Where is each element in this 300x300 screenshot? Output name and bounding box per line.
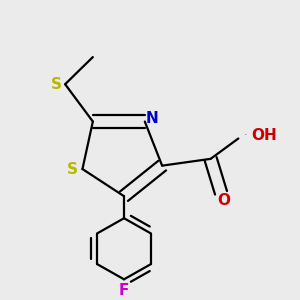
Text: F: F [119,283,129,298]
Text: S: S [67,161,78,176]
Text: OH: OH [251,128,277,143]
Text: O: O [217,193,230,208]
Text: S: S [51,77,62,92]
Text: ·: · [244,130,248,140]
Text: N: N [146,111,159,126]
